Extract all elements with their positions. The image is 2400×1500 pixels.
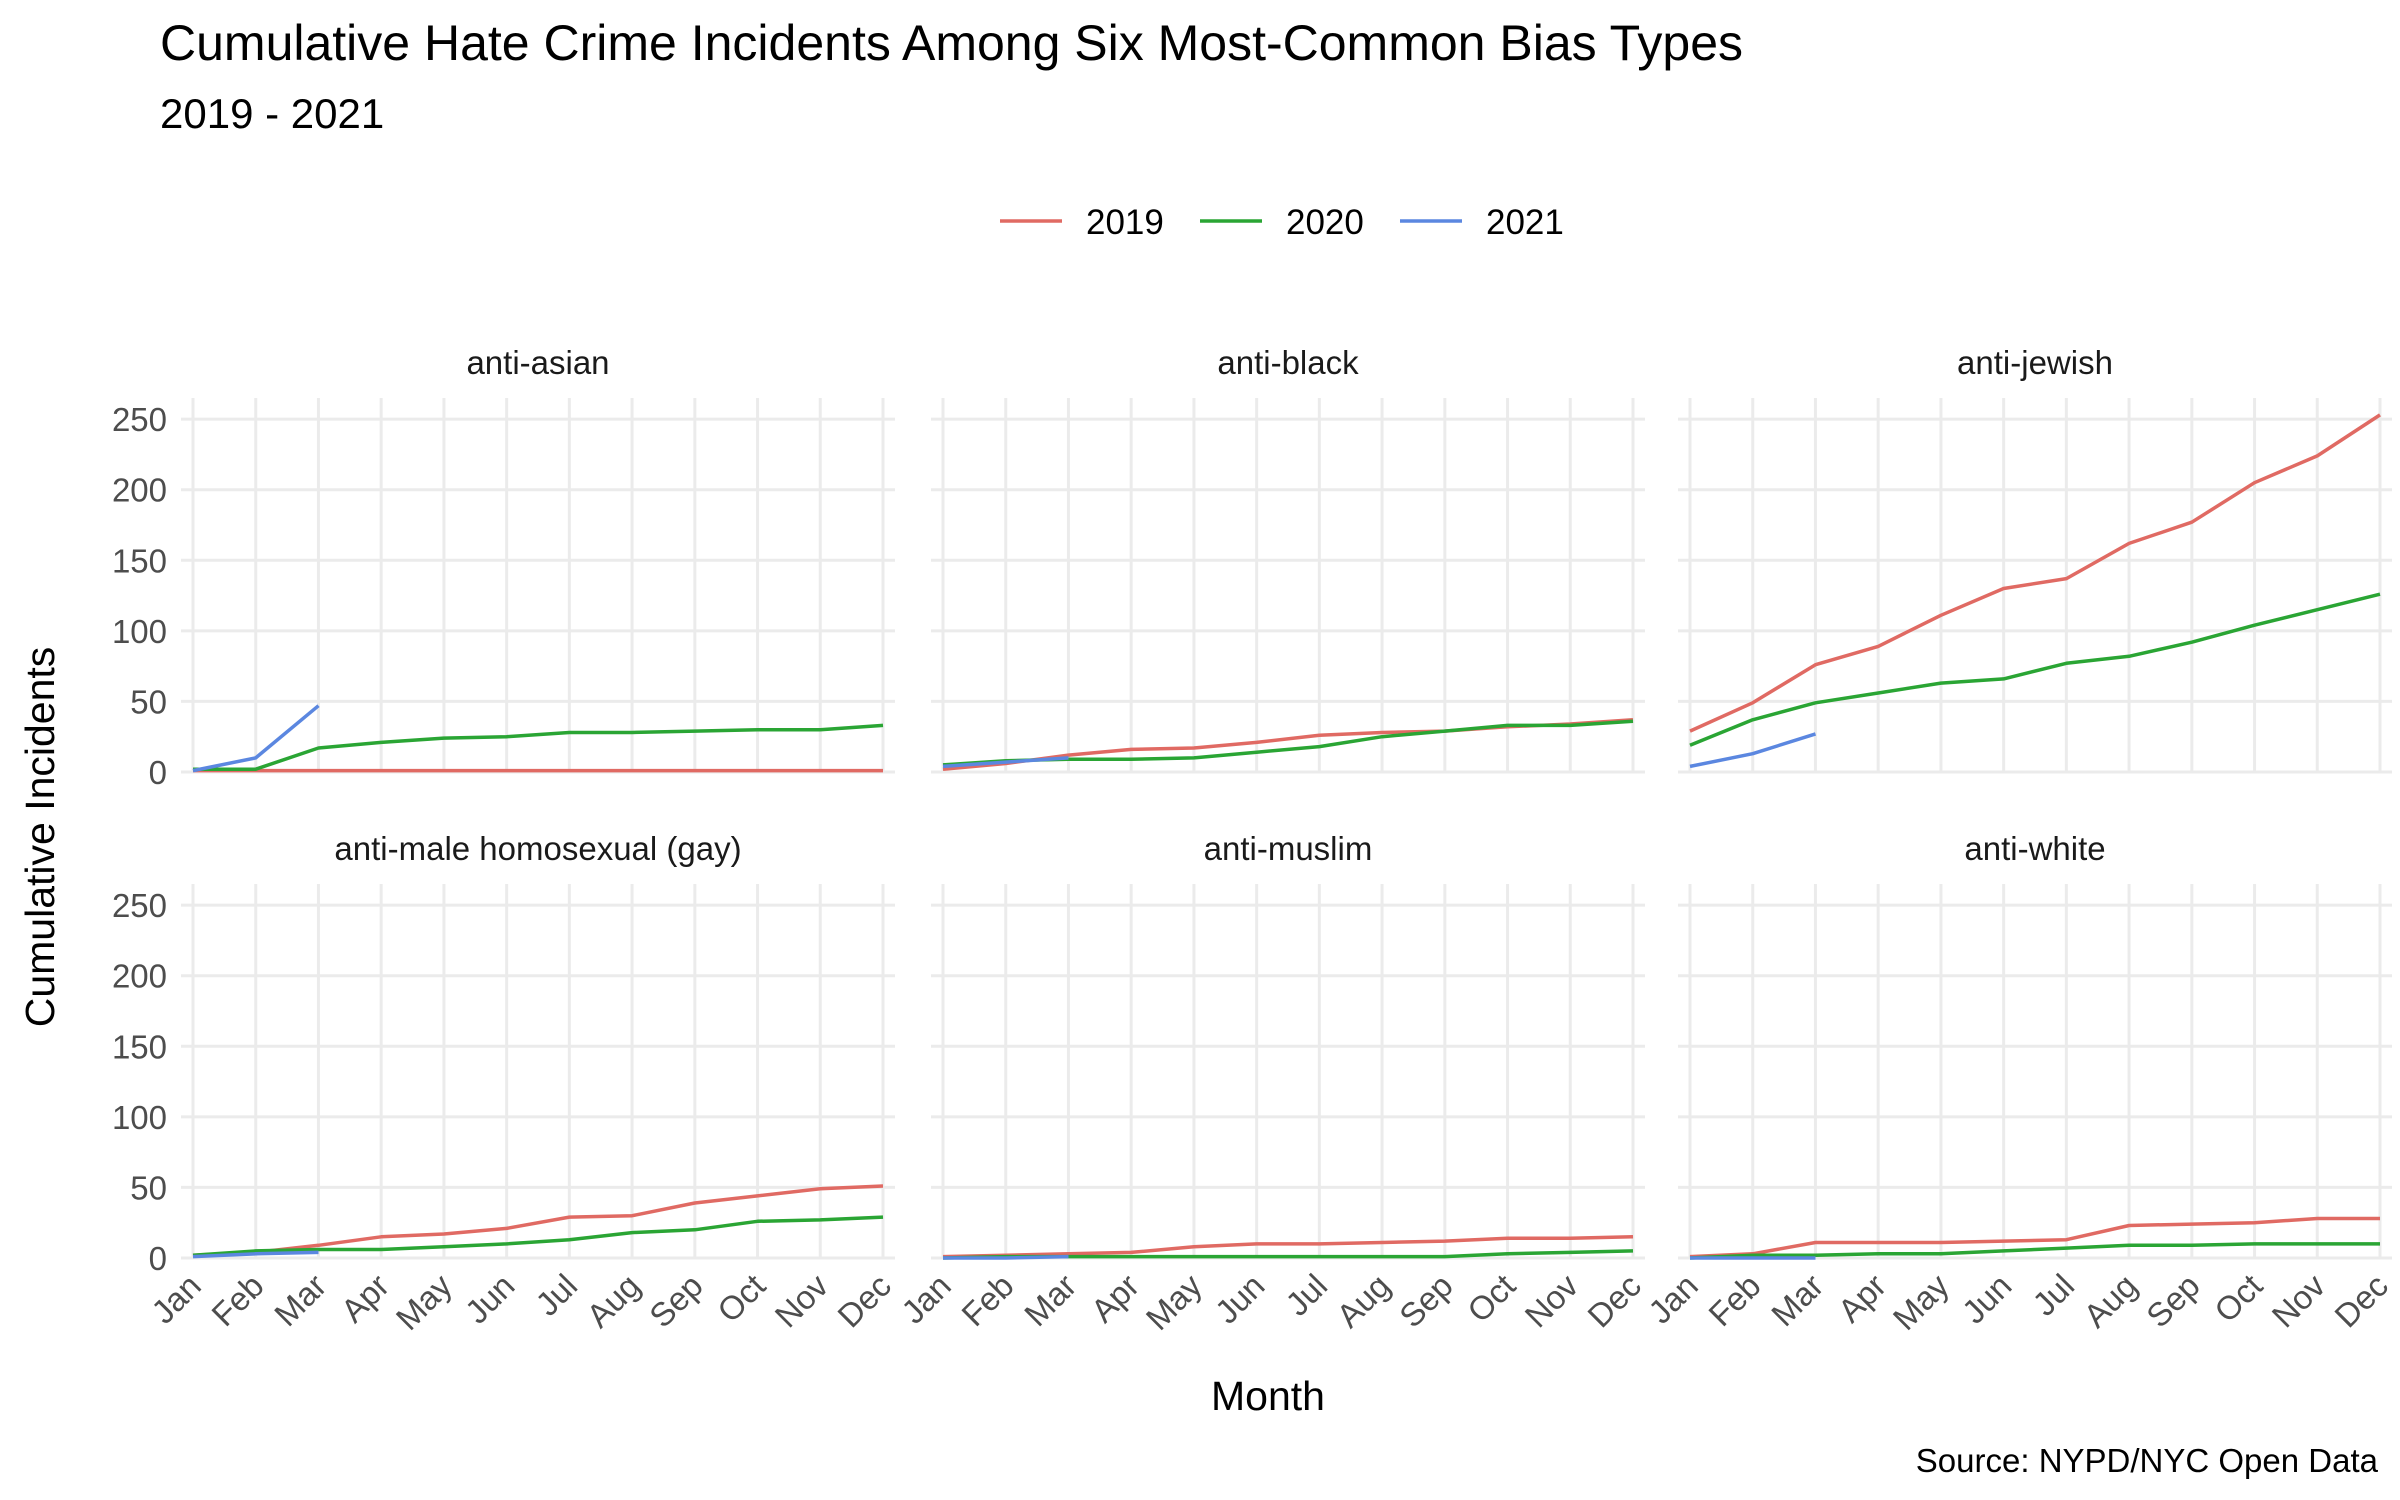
x-tick-label: Dec [2327, 1267, 2395, 1335]
panel-label: anti-asian [466, 344, 609, 381]
y-tick-label: 100 [112, 1099, 167, 1136]
series-line-2021 [1689, 732, 1817, 769]
panel-label: anti-muslim [1204, 830, 1373, 867]
legend-label-2019: 2019 [1086, 203, 1164, 242]
y-tick-label: 50 [130, 683, 167, 720]
x-tick-label: Feb [954, 1267, 1020, 1333]
x-tick-label: Oct [2207, 1267, 2269, 1329]
x-tick-label: Oct [710, 1267, 772, 1329]
y-tick-label: 200 [112, 958, 167, 995]
x-tick-label: Jul [2025, 1267, 2081, 1323]
x-tick-label: Jul [528, 1267, 584, 1323]
x-tick-label: Jan [1641, 1267, 1705, 1331]
y-tick-label: 0 [149, 1240, 167, 1277]
x-tick-label: Dec [1580, 1267, 1648, 1335]
panel-anti-black: anti-black [931, 344, 1645, 774]
chart-subtitle: 2019 - 2021 [160, 90, 384, 137]
x-tick-label: Jul [1278, 1267, 1334, 1323]
legend: 2019 2020 2021 [1000, 203, 1564, 242]
panel-anti-male-homosexual-gay: anti-male homosexual (gay) 0 50 100 150 200 25… [112, 830, 898, 1337]
series-line-2020 [192, 1215, 884, 1257]
x-tick-label: Mar [1017, 1267, 1083, 1333]
panel-label: anti-white [1964, 830, 2105, 867]
panel-label: anti-black [1217, 344, 1359, 381]
x-tick-label: Dec [830, 1267, 898, 1335]
series-line-2019 [1689, 413, 2381, 733]
series-line-2019 [192, 1184, 884, 1257]
x-tick-label: May [389, 1266, 460, 1337]
x-tick-label: Sep [2139, 1267, 2207, 1335]
caption: Source: NYPD/NYC Open Data [1916, 1442, 2379, 1479]
series-line-2019 [1689, 1216, 2380, 1259]
y-tick-label: 100 [112, 613, 167, 650]
x-tick-label: Sep [642, 1267, 710, 1335]
x-tick-label: Jan [894, 1267, 958, 1331]
series-line-2021 [192, 704, 320, 773]
y-tick-label: 250 [112, 887, 167, 924]
legend-label-2021: 2021 [1486, 203, 1564, 242]
x-tick-label: Mar [1764, 1267, 1830, 1333]
x-axis-title: Month [1211, 1373, 1325, 1419]
x-tick-label: Nov [768, 1266, 836, 1334]
y-tick-label: 150 [112, 542, 167, 579]
x-tick-label: Aug [2076, 1267, 2144, 1335]
chart-title: Cumulative Hate Crime Incidents Among Si… [160, 15, 1743, 71]
series-line-2020 [193, 723, 884, 771]
y-tick-label: 0 [149, 754, 167, 791]
panel-label: anti-jewish [1957, 344, 2113, 381]
x-tick-label: Apr [334, 1267, 396, 1329]
series-line-2019 [942, 1235, 1634, 1259]
x-tick-label: Jun [458, 1267, 522, 1331]
x-tick-label: Sep [1392, 1267, 1460, 1335]
series-line-2021 [192, 1250, 319, 1259]
panel-anti-jewish: anti-jewish [1678, 344, 2392, 774]
x-tick-label: Nov [1518, 1266, 1586, 1334]
series-line-2021 [942, 756, 1069, 769]
x-tick-label: Mar [267, 1267, 333, 1333]
series-line-2020 [1689, 592, 2381, 747]
y-tick-label: 200 [112, 472, 167, 509]
x-tick-label: Nov [2265, 1266, 2333, 1334]
series-line-2020 [1689, 1242, 2380, 1260]
y-tick-label: 250 [112, 401, 167, 438]
x-tick-label: Aug [579, 1267, 647, 1335]
x-tick-label: Apr [1831, 1267, 1893, 1329]
x-tick-label: Jun [1955, 1267, 2019, 1331]
x-tick-label: May [1139, 1266, 1210, 1337]
x-tick-label: May [1886, 1266, 1957, 1337]
panels: anti-asian 0 50 100 150 200 250 anti-black anti-… [112, 344, 2395, 1337]
panel-label: anti-male homosexual (gay) [334, 830, 741, 867]
x-tick-label: Feb [1701, 1267, 1767, 1333]
series-line-2019 [942, 718, 1634, 771]
y-tick-label: 150 [112, 1028, 167, 1065]
series-line-2021 [943, 1254, 1069, 1260]
y-tick-label: 50 [130, 1169, 167, 1206]
panel-anti-asian: anti-asian 0 50 100 150 200 250 [112, 344, 895, 791]
x-tick-label: Aug [1329, 1267, 1397, 1335]
x-tick-label: Feb [204, 1267, 270, 1333]
x-tick-label: Apr [1084, 1267, 1146, 1329]
legend-label-2020: 2020 [1286, 203, 1364, 242]
x-tick-label: Jun [1208, 1267, 1272, 1331]
y-axis-title: Cumulative Incidents [17, 647, 63, 1028]
x-tick-label: Oct [1460, 1267, 1522, 1329]
